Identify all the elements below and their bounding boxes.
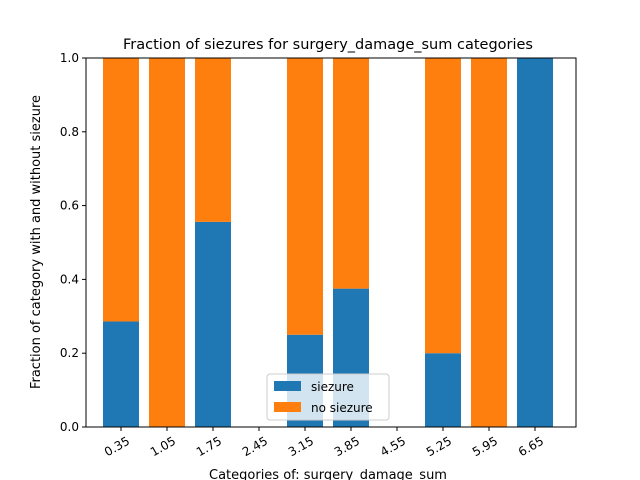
x-tick-label: 1.75 bbox=[194, 434, 224, 459]
bars-layer bbox=[103, 58, 553, 427]
bar-no-siezure-4 bbox=[287, 58, 323, 335]
x-axis: 0.35 1.05 1.75 2.45 3.15 3.85 4.55 5.25 5.95 6.65 bbox=[102, 427, 546, 459]
y-axis: 0.0 0.2 0.4 0.6 0.8 1.0 bbox=[60, 51, 86, 434]
legend: siezure no siezure bbox=[266, 373, 390, 421]
bar-no-siezure-0 bbox=[103, 58, 139, 322]
legend-label: no siezure bbox=[311, 401, 373, 415]
bar-no-siezure-1 bbox=[149, 58, 185, 427]
x-tick-label: 0.35 bbox=[102, 434, 132, 459]
plot-frame bbox=[85, 57, 577, 428]
y-tick-label: 0.8 bbox=[60, 125, 79, 139]
x-tick-label: 4.55 bbox=[378, 434, 408, 459]
y-tick-label: 1.0 bbox=[60, 51, 79, 65]
chart-title: Fraction of siezures for surgery_damage_… bbox=[123, 37, 533, 53]
y-tick-label: 0.2 bbox=[60, 346, 79, 360]
bar-siezure-2 bbox=[195, 221, 231, 427]
legend-swatch bbox=[274, 402, 301, 412]
y-tick-label: 0.4 bbox=[60, 272, 79, 286]
bar-no-siezure-2 bbox=[195, 58, 231, 222]
x-tick-label: 3.85 bbox=[332, 434, 362, 459]
bar-siezure-0 bbox=[103, 321, 139, 427]
x-tick-label: 6.65 bbox=[516, 434, 546, 459]
legend-swatch bbox=[274, 381, 301, 391]
x-tick-label: 3.15 bbox=[286, 434, 316, 459]
x-tick-label: 1.05 bbox=[148, 434, 178, 459]
x-axis-label: Categories of: surgery_damage_sum bbox=[209, 468, 447, 480]
x-tick-label: 2.45 bbox=[240, 434, 270, 459]
y-tick-label: 0.6 bbox=[60, 199, 79, 213]
x-tick-label: 5.25 bbox=[424, 434, 454, 459]
bar-siezure-9 bbox=[517, 58, 553, 427]
x-tick-label: 5.95 bbox=[470, 434, 500, 459]
legend-label: siezure bbox=[311, 380, 354, 394]
bar-no-siezure-5 bbox=[333, 58, 369, 289]
bar-no-siezure-7 bbox=[425, 58, 461, 354]
y-tick-label: 0.0 bbox=[60, 420, 79, 434]
bar-no-siezure-8 bbox=[471, 58, 507, 427]
bar-siezure-7 bbox=[425, 353, 461, 427]
y-axis-label: Fraction of category with and without si… bbox=[29, 95, 44, 389]
